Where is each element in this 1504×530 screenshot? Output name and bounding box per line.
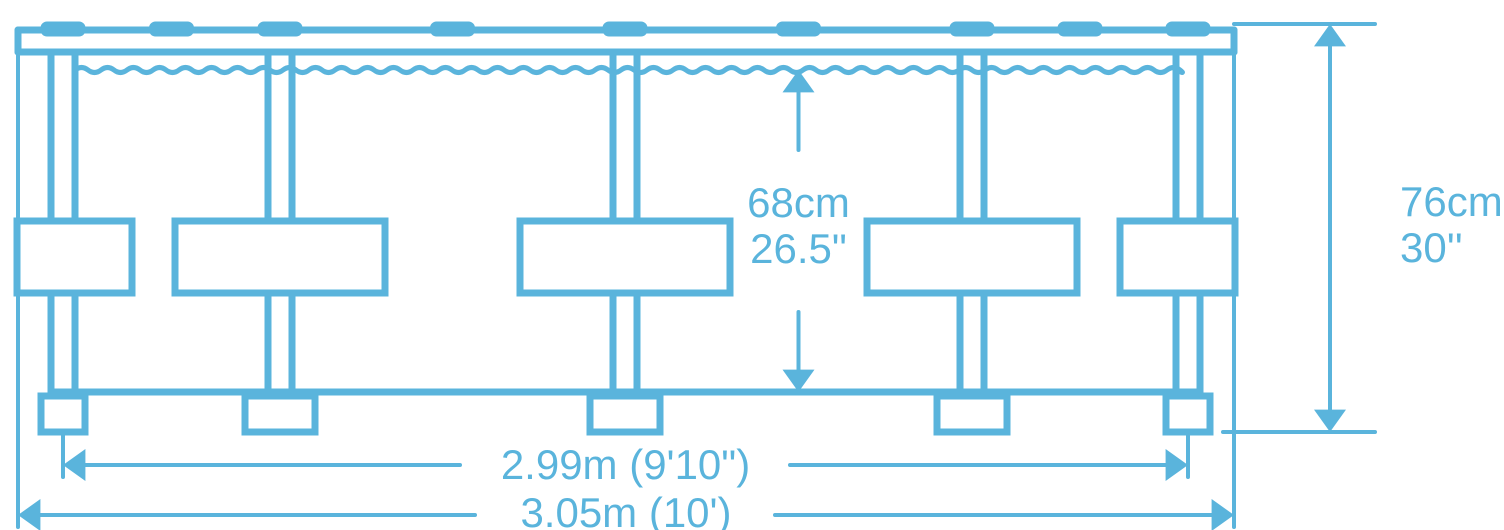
- pool-dimension-diagram: 76cm30'' 68cm26.5" 2.99m (9'10")3.05m (10'…: [0, 0, 1504, 530]
- dim-width-outer: 3.05m (10'): [520, 489, 731, 530]
- dim-height-total-imperial: 30'': [1400, 224, 1463, 271]
- dim-water-depth-imperial: 26.5": [750, 225, 847, 272]
- dim-water-depth-metric: 68cm: [747, 179, 850, 226]
- dim-height-total-metric: 76cm: [1400, 178, 1503, 225]
- dim-width-inner: 2.99m (9'10"): [501, 441, 750, 488]
